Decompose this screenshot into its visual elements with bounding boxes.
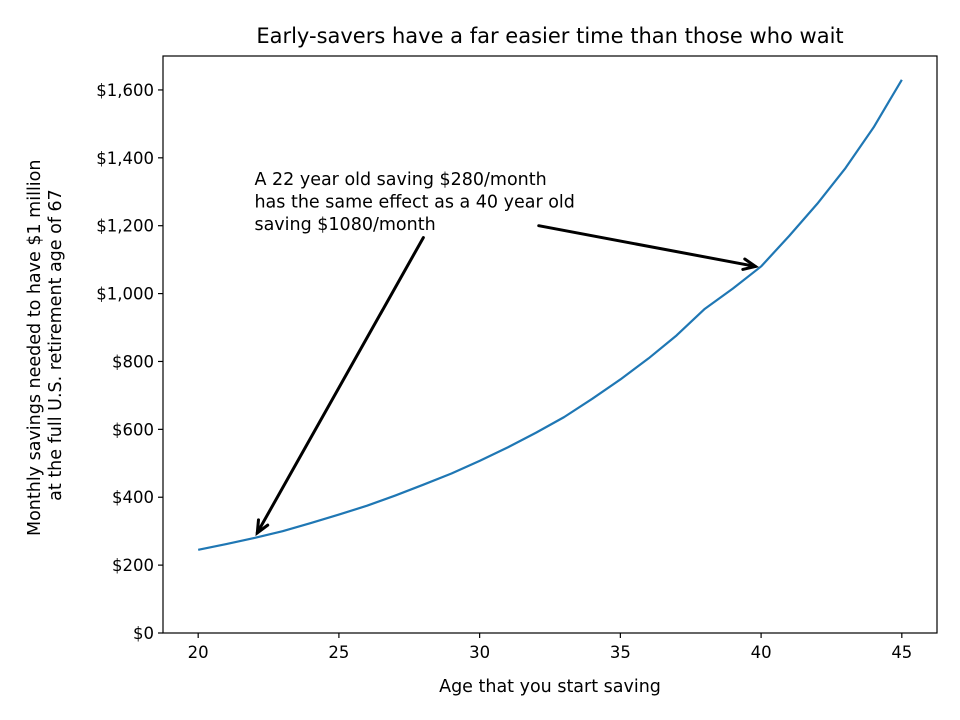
y-tick-label-1: $200 [112,556,154,575]
annotation-text: A 22 year old saving $280/month has the s… [254,170,574,235]
annotation-line-1: A 22 year old saving $280/month [254,170,546,190]
x-tick-label-5: 45 [891,643,912,662]
y-tick-label-3: $600 [112,420,154,439]
y-axis-label-line-2: at the full U.S. retirement age of 67 [46,189,66,501]
x-tick-label-3: 35 [610,643,631,662]
y-tick-label-8: $1,600 [96,81,154,100]
annotation-arrow-head-1 [741,257,760,271]
annotation-arrow-shaft-1 [537,224,757,268]
y-axis-label: Monthly savings needed to have $1 millio… [25,154,66,536]
x-tick-label-0: 20 [188,643,209,662]
y-tick-label-6: $1,200 [96,217,154,236]
annotation-line-3: saving $1080/month [254,215,435,235]
x-axis-label: Age that you start saving [439,677,661,697]
y-tick-label-0: $0 [133,624,154,643]
annotation-arrow-shaft-0 [255,236,425,535]
annotation-arrow-0 [255,236,425,537]
x-tick-label-2: 30 [469,643,490,662]
y-tick-label-2: $400 [112,488,154,507]
annotation-line-2: has the same effect as a 40 year old [254,192,574,212]
x-tick-label-4: 40 [751,643,772,662]
annotation-arrow-head-0 [255,518,270,537]
plot-frame [162,55,938,634]
y-axis-label-line-1: Monthly savings needed to have $1 millio… [25,160,45,537]
y-tick-label-4: $800 [112,352,154,371]
plot-area: 20 25 30 35 40 45 $0 $200 $400 $600 $800 $1,000 $1,2… [96,55,938,662]
y-tick-label-5: $1,000 [96,285,154,304]
chart-title: Early-savers have a far easier time than… [256,24,843,48]
y-tick-label-7: $1,400 [96,149,154,168]
x-tick-label-1: 25 [328,643,349,662]
series-line-0 [197,79,903,551]
annotation-arrow-1 [537,224,760,271]
